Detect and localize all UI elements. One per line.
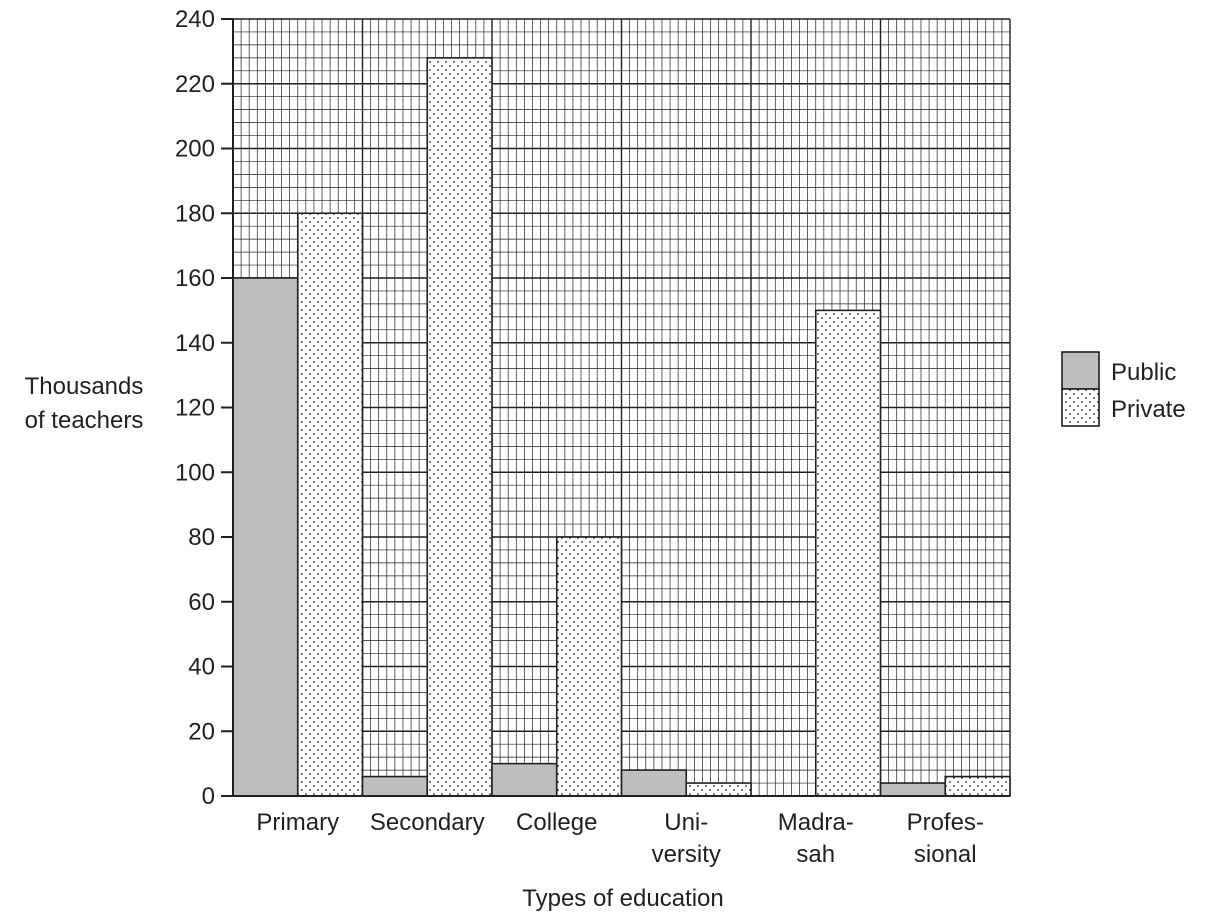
- x-tick-label: Primary: [256, 809, 339, 836]
- y-tick-label: 100: [175, 459, 215, 486]
- y-axis-label: Thousands of teachers: [25, 373, 144, 434]
- x-tick-label: Madra-sah: [778, 809, 854, 868]
- x-axis-label: Types of education: [522, 885, 723, 912]
- y-tick-label: 220: [175, 71, 215, 98]
- legend-swatch-public: [1061, 351, 1100, 390]
- y-tick-labels: 0 20 40 60 80 100 120 140 160 180 200 220 240: [175, 6, 215, 810]
- bar-public: [879, 782, 947, 797]
- bar-public: [232, 277, 299, 797]
- y-tick-label: 120: [175, 395, 215, 422]
- x-tick-label: Secondary: [370, 809, 485, 836]
- x-tick-label: Profes-sional: [907, 809, 984, 868]
- x-tick-labels: Primary Secondary College Uni-versity Madra-…: [256, 809, 984, 868]
- bar-private: [814, 309, 882, 797]
- bar-public: [361, 775, 429, 797]
- x-tick-label: Uni-versity: [652, 809, 721, 868]
- axes: [221, 18, 1010, 797]
- bar-private: [555, 536, 623, 797]
- y-tick-label: 80: [188, 524, 215, 551]
- y-tick-label: 0: [202, 783, 215, 810]
- bar-private: [685, 782, 752, 797]
- y-tick-label: 180: [175, 200, 215, 227]
- y-tick-label: 240: [175, 6, 215, 33]
- bar-private: [426, 57, 493, 797]
- bar-public: [491, 762, 558, 797]
- y-tick-label: 60: [188, 589, 215, 616]
- bar-private: [296, 212, 364, 797]
- y-tick-label: 20: [188, 718, 215, 745]
- bar-private: [944, 775, 1011, 797]
- y-tick-label: 40: [188, 654, 215, 681]
- legend: Public Private: [1061, 351, 1186, 427]
- legend-label-public: Public: [1111, 359, 1176, 386]
- y-tick-label: 140: [175, 330, 215, 357]
- y-tick-label: 200: [175, 136, 215, 163]
- bar-public: [620, 769, 688, 797]
- legend-label-private: Private: [1111, 396, 1186, 423]
- bars: [232, 57, 1011, 797]
- legend-swatch-private: [1061, 388, 1100, 427]
- x-tick-label: College: [516, 809, 597, 836]
- y-tick-label: 160: [175, 265, 215, 292]
